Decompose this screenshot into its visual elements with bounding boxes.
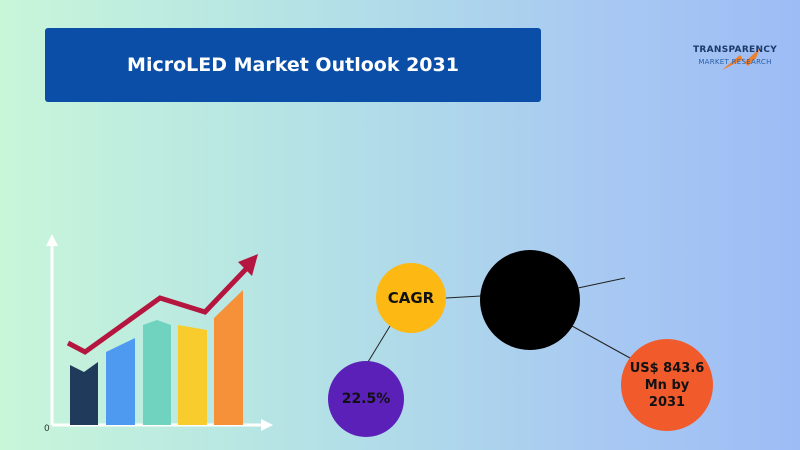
cagr-label: CAGR xyxy=(387,289,435,307)
axis-arrow xyxy=(261,419,273,431)
market-value-circle xyxy=(621,339,713,431)
connector xyxy=(445,295,482,299)
title: MicroLED Market Outlook 2031 xyxy=(45,28,541,102)
illustration-bar xyxy=(143,320,171,425)
illustration-bar xyxy=(106,338,135,425)
illustration-bar xyxy=(70,362,98,425)
cagr-value: 22.5% xyxy=(341,391,391,407)
illustration-bar xyxy=(214,290,243,425)
logo-mark xyxy=(722,48,760,70)
logo-name: TRANSPARENCY xyxy=(692,45,778,55)
cagr-circle xyxy=(376,263,446,333)
trend-line xyxy=(66,266,249,355)
axis-label: 0 xyxy=(44,424,50,434)
center-circle xyxy=(480,250,580,350)
connector xyxy=(577,277,626,289)
market-value: US$ 843.6 Mn by 2031 xyxy=(629,360,705,410)
logo-subtitle: MARKET RESEARCH xyxy=(698,58,772,66)
axis-arrow xyxy=(46,234,58,246)
connector xyxy=(367,325,391,363)
illustration-bar xyxy=(178,325,207,425)
connector xyxy=(571,325,631,359)
cagr-value-circle xyxy=(328,361,404,437)
trend-arrow xyxy=(238,254,258,276)
